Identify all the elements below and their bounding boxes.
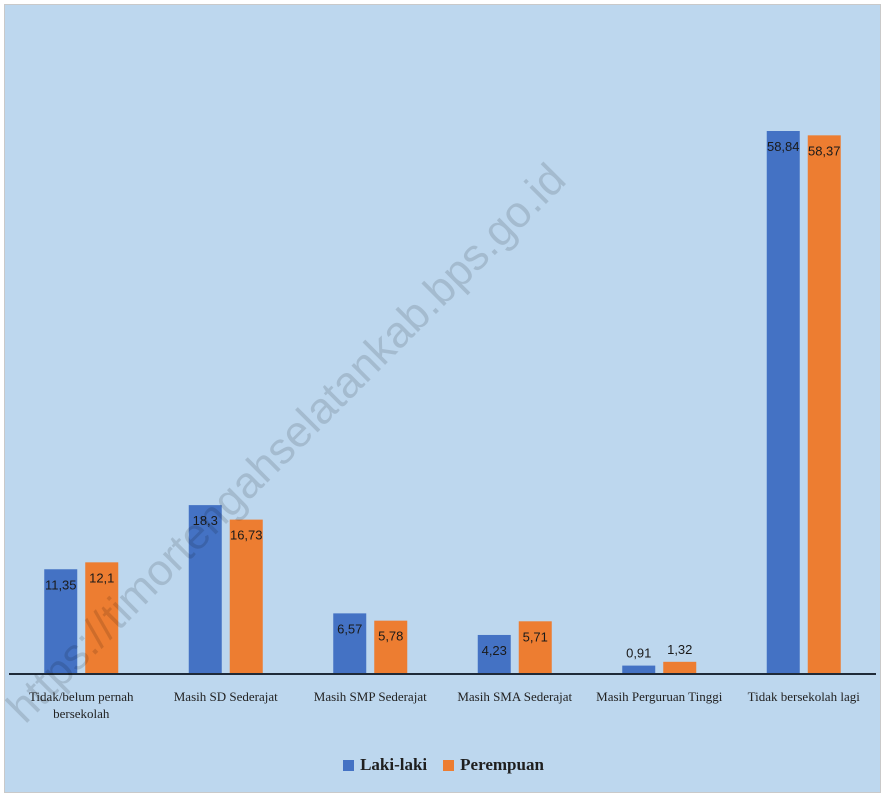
legend: Laki-laki Perempuan	[5, 753, 882, 777]
bar-laki-laki-0	[44, 569, 78, 674]
data-label-laki-laki-2: 6,57	[337, 621, 362, 636]
bar-laki-laki-5	[766, 131, 800, 674]
data-label-perempuan-1: 16,73	[230, 528, 263, 543]
data-label-laki-laki-1: 18,3	[193, 513, 218, 528]
bar-perempuan-1	[229, 519, 263, 674]
bar-laki-laki-2	[333, 613, 367, 674]
chart-frame: 11,35 12,1 Tidak/belum pernah bersekolah 18,…	[4, 4, 881, 793]
x-tick-label-1: Masih SD Sederajat	[174, 689, 278, 704]
bar-laki-laki-3	[477, 634, 511, 674]
x-tick-label-3: Masih SMA Sederajat	[457, 689, 572, 704]
bar-laki-laki-1	[188, 505, 222, 674]
data-label-laki-laki-5: 58,84	[767, 139, 800, 154]
x-tick-label-4: Masih Perguruan Tinggi	[596, 689, 723, 704]
data-label-perempuan-2: 5,78	[378, 629, 403, 644]
data-label-perempuan-4: 1,32	[667, 642, 692, 657]
legend-item-perempuan: Perempuan	[443, 755, 544, 775]
data-label-perempuan-0: 12,1	[89, 570, 114, 585]
bar-perempuan-4	[663, 661, 697, 674]
legend-swatch-perempuan	[443, 759, 455, 771]
x-tick-label-0: Tidak/belum pernah bersekolah	[29, 689, 134, 721]
x-tick-label-5: Tidak bersekolah lagi	[748, 689, 861, 704]
data-label-laki-laki-3: 4,23	[482, 643, 507, 658]
data-label-perempuan-5: 58,37	[808, 143, 841, 158]
bar-chart: 11,35 12,1 Tidak/belum pernah bersekolah 18,…	[9, 131, 876, 721]
legend-label-laki-laki: Laki-laki	[360, 755, 428, 774]
data-label-laki-laki-0: 11,35	[45, 577, 77, 592]
data-label-laki-laki-4: 0,91	[626, 646, 651, 661]
bar-perempuan-0	[85, 562, 119, 674]
legend-item-laki-laki: Laki-laki	[343, 755, 427, 775]
bar-perempuan-5	[807, 135, 841, 675]
legend-swatch-laki-laki	[343, 759, 355, 771]
data-label-perempuan-3: 5,71	[523, 629, 548, 644]
bar-perempuan-2	[374, 620, 408, 674]
x-tick-label-2: Masih SMP Sederajat	[314, 689, 427, 704]
bar-laki-laki-4	[622, 665, 656, 674]
legend-label-perempuan: Perempuan	[460, 755, 544, 774]
bar-perempuan-3	[518, 621, 552, 674]
